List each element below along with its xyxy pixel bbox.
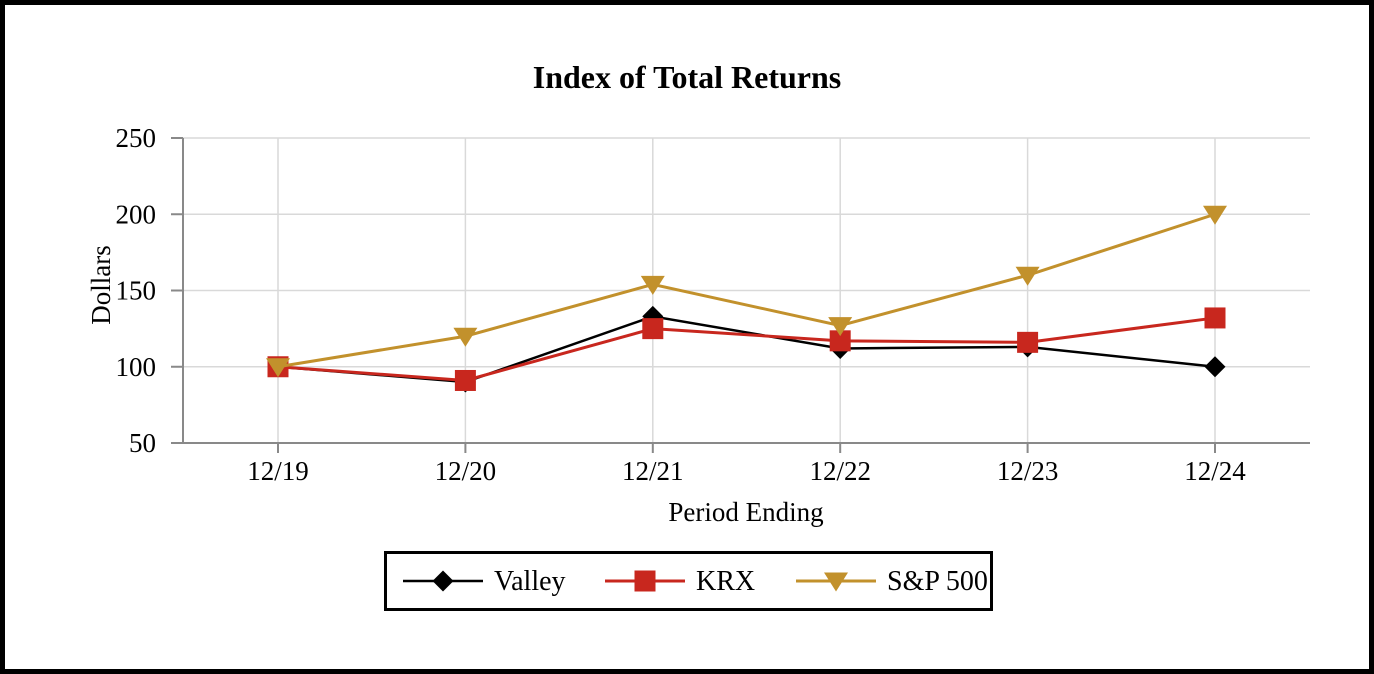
series-marker-s-p-500 <box>453 327 478 347</box>
series-marker-s-p-500 <box>266 358 290 378</box>
y-tick-label: 150 <box>116 276 157 306</box>
series-marker-krx <box>1204 307 1226 329</box>
x-tick-label: 12/19 <box>247 456 309 486</box>
y-axis-title: Dollars <box>86 245 116 324</box>
legend: Valley KRX S&P 500 <box>384 551 993 611</box>
legend-label-krx: KRX <box>696 566 755 597</box>
series-marker-krx <box>642 318 664 340</box>
legend-box <box>384 551 993 611</box>
x-tick-label: 12/23 <box>997 456 1059 486</box>
series-marker-krx <box>454 369 476 391</box>
plot-area: 50 100 150 200 250 12/19 12/20 12/21 12/22 12/23 1… <box>116 123 1310 486</box>
x-tick-label: 12/21 <box>622 456 684 486</box>
x-axis-title: Period Ending <box>668 497 823 527</box>
legend-square-icon <box>634 570 656 592</box>
series-marker-s-p-500 <box>640 275 665 295</box>
y-tick-label: 50 <box>129 428 156 458</box>
series-line-s-p-500 <box>277 212 1216 369</box>
chart-title: Index of Total Returns <box>533 59 842 95</box>
series-marker-krx <box>829 330 851 352</box>
y-tick-label: 200 <box>116 199 157 229</box>
legend-triangle-down-icon <box>824 572 848 592</box>
y-tick-label: 100 <box>116 352 157 382</box>
series-marker-s-p-500 <box>828 317 853 337</box>
y-tick-label: 250 <box>116 123 157 153</box>
series-marker-valley <box>1204 356 1226 378</box>
series-marker-s-p-500 <box>1015 266 1040 286</box>
series-line-krx <box>277 316 1216 382</box>
legend-item-s-p-500: S&P 500 <box>796 566 988 597</box>
legend-label-s-p-500: S&P 500 <box>887 566 988 597</box>
series-marker-s-p-500 <box>1203 205 1227 225</box>
legend-label-valley: Valley <box>494 566 566 597</box>
x-tick-label: 12/24 <box>1184 456 1246 486</box>
series-marker-krx <box>1017 331 1039 353</box>
legend-diamond-icon <box>432 570 454 592</box>
x-tick-label: 12/22 <box>809 456 871 486</box>
legend-item-valley: Valley <box>403 566 566 597</box>
legend-item-krx: KRX <box>605 566 755 597</box>
x-tick-label: 12/20 <box>435 456 497 486</box>
